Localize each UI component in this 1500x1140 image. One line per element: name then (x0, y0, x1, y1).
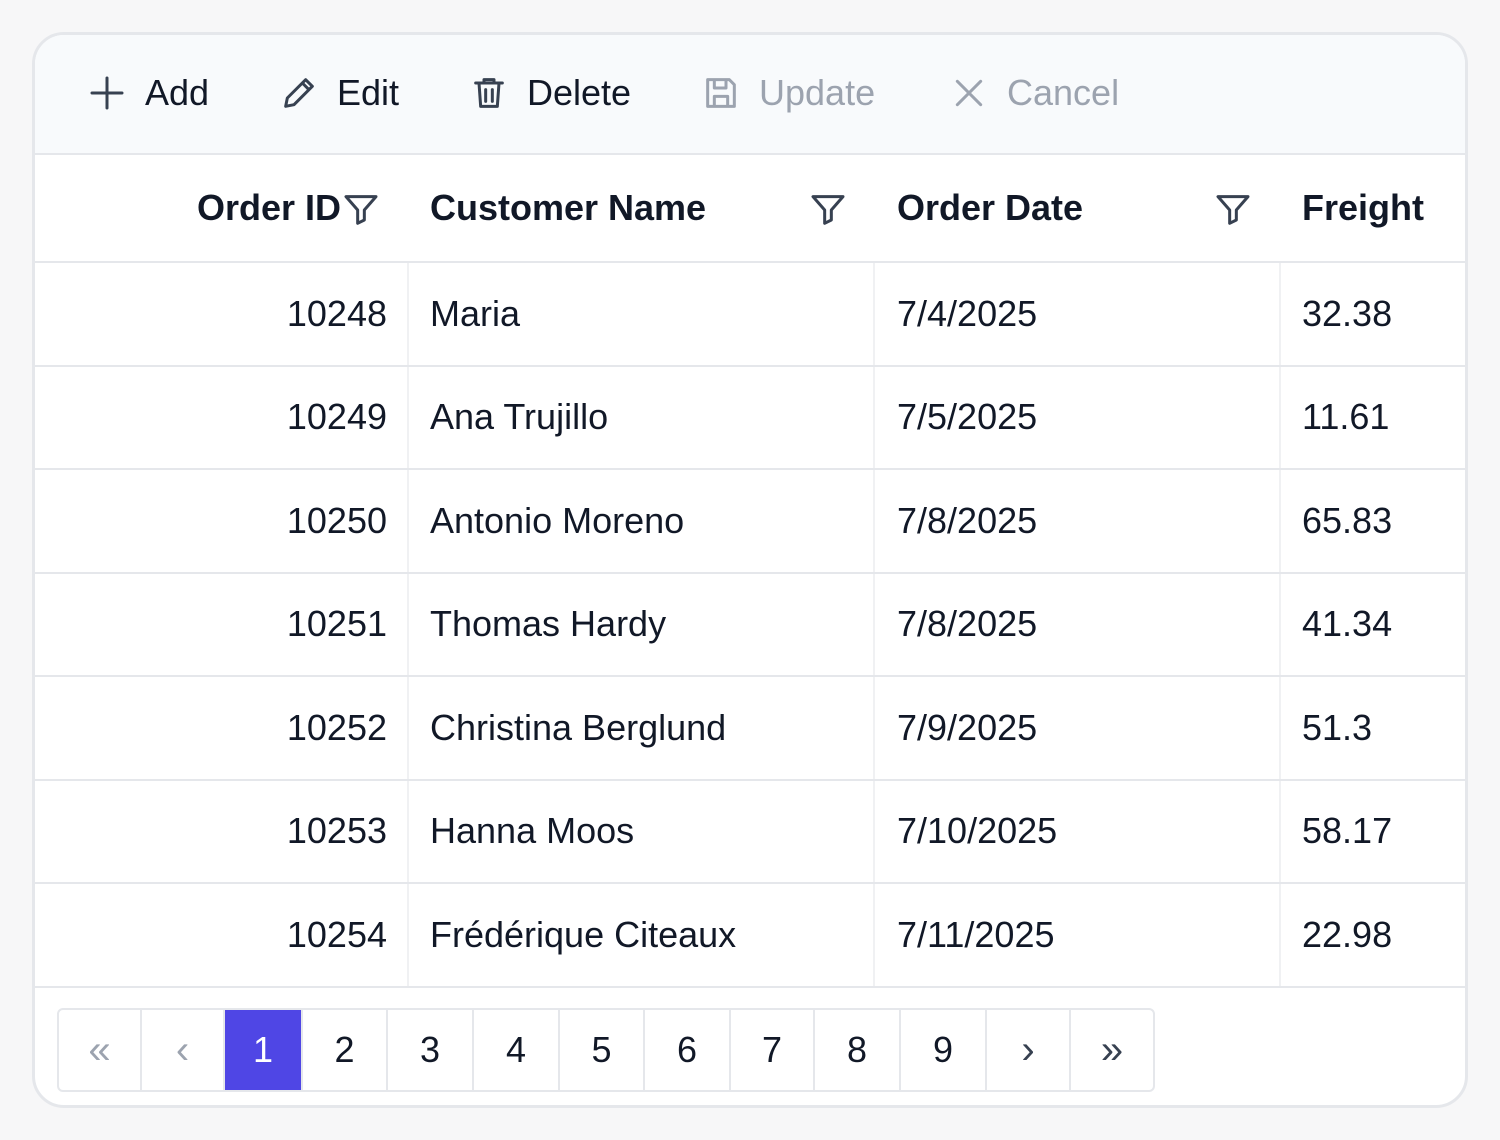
column-divider (1279, 884, 1281, 986)
column-divider (873, 780, 875, 882)
cell-order-id: 10252 (286, 706, 387, 748)
next-page-button[interactable]: › (987, 1010, 1071, 1090)
column-divider (873, 470, 875, 572)
cell-order-date: 7/9/2025 (897, 706, 1038, 748)
page-button[interactable]: 2 (303, 1010, 388, 1090)
col-header-customer-name[interactable]: Customer Name (430, 187, 707, 228)
cancel-label: Cancel (1007, 72, 1120, 113)
cell-order-date: 7/4/2025 (897, 292, 1038, 334)
cell-order-date: 7/10/2025 (897, 810, 1058, 852)
column-divider (407, 470, 409, 572)
col-header-freight[interactable]: Freight (1302, 187, 1424, 228)
column-divider (1279, 573, 1281, 675)
data-grid-card: Add Edit Delete Update Cancel Order ID C… (32, 32, 1468, 1108)
page-button[interactable]: 9 (901, 1010, 987, 1090)
filter-icon[interactable] (808, 190, 848, 230)
table-row[interactable]: 10254 Frédérique Citeaux 7/11/2025 22.98 (35, 884, 1465, 988)
table-row[interactable]: 10248 Maria 7/4/2025 32.38 (35, 263, 1465, 367)
cancel-button[interactable]: Cancel (949, 65, 1119, 121)
trash-icon (474, 78, 504, 108)
close-icon (955, 79, 983, 107)
column-divider (873, 263, 875, 365)
col-header-order-date[interactable]: Order Date (897, 187, 1084, 228)
table-row[interactable]: 10252 Christina Berglund 7/9/2025 51.3 (35, 677, 1465, 781)
column-divider (873, 677, 875, 779)
column-divider (873, 884, 875, 986)
column-divider (407, 780, 409, 882)
filter-icon[interactable] (1213, 190, 1253, 230)
update-label: Update (759, 72, 876, 113)
grid-toolbar: Add Edit Delete Update Cancel (35, 35, 1465, 155)
update-button[interactable]: Update (701, 65, 875, 121)
cell-customer-name: Antonio Moreno (430, 499, 685, 541)
filter-icon[interactable] (341, 190, 381, 230)
table-row[interactable]: 10249 Ana Trujillo 7/5/2025 11.61 (35, 366, 1465, 470)
column-divider (407, 677, 409, 779)
page-button[interactable]: 5 (560, 1010, 645, 1090)
cell-customer-name: Hanna Moos (430, 810, 635, 852)
table-row[interactable]: 10250 Antonio Moreno 7/8/2025 65.83 (35, 470, 1465, 574)
cell-freight: 51.3 (1302, 706, 1373, 748)
add-label: Add (145, 72, 210, 113)
cell-freight: 41.34 (1302, 603, 1393, 645)
prev-page-button[interactable]: ‹ (142, 1010, 225, 1090)
column-divider (407, 263, 409, 365)
cell-freight: 11.61 (1302, 396, 1390, 438)
page-button[interactable]: 4 (474, 1010, 560, 1090)
save-icon (706, 78, 736, 108)
cell-customer-name: Ana Trujillo (430, 396, 609, 438)
last-page-button[interactable]: » (1100, 1027, 1124, 1072)
edit-button[interactable]: Edit (279, 65, 399, 121)
cell-freight: 58.17 (1302, 810, 1393, 852)
cell-order-id: 10251 (286, 603, 387, 645)
cell-customer-name: Maria (430, 292, 521, 334)
column-divider (407, 884, 409, 986)
delete-label: Delete (527, 72, 632, 113)
cell-order-id: 10250 (286, 499, 387, 541)
column-divider (1279, 470, 1281, 572)
cell-customer-name: Christina Berglund (430, 706, 727, 748)
cell-customer-name: Thomas Hardy (430, 603, 667, 645)
cell-order-date: 7/5/2025 (897, 396, 1038, 438)
table-row[interactable]: 10253 Hanna Moos 7/10/2025 58.17 (35, 780, 1465, 884)
column-divider (1279, 677, 1281, 779)
page-button[interactable]: 3 (388, 1010, 474, 1090)
orders-grid: Order ID Customer Name Order Date Freigh… (35, 155, 1465, 988)
column-divider (1279, 366, 1281, 468)
plus-icon (90, 76, 124, 110)
delete-button[interactable]: Delete (469, 65, 631, 121)
grid-header: Order ID Customer Name Order Date Freigh… (35, 155, 1465, 263)
pencil-icon (284, 78, 314, 108)
cell-order-date: 7/8/2025 (897, 603, 1038, 645)
page-button[interactable]: 6 (645, 1010, 731, 1090)
column-divider (1279, 263, 1281, 365)
page-button[interactable]: 7 (731, 1010, 815, 1090)
column-divider (407, 366, 409, 468)
page-button[interactable]: 1 (225, 1010, 303, 1090)
cell-order-id: 10248 (286, 292, 387, 334)
pager: « ‹ 1 2 3 4 5 6 7 8 9 › » (57, 1008, 1155, 1092)
column-divider (873, 573, 875, 675)
column-divider (1279, 780, 1281, 882)
edit-label: Edit (337, 72, 400, 113)
page-button[interactable]: 8 (815, 1010, 901, 1090)
column-divider (873, 366, 875, 468)
cell-freight: 65.83 (1302, 499, 1393, 541)
column-divider (407, 573, 409, 675)
cell-order-id: 10254 (286, 913, 387, 955)
cell-order-date: 7/11/2025 (897, 913, 1055, 955)
cell-order-id: 10253 (286, 810, 387, 852)
cell-order-date: 7/8/2025 (897, 499, 1038, 541)
first-page-button[interactable]: « (59, 1010, 142, 1090)
col-header-order-id[interactable]: Order ID (196, 187, 341, 228)
cell-freight: 22.98 (1302, 913, 1393, 955)
cell-order-id: 10249 (286, 396, 387, 438)
table-row[interactable]: 10251 Thomas Hardy 7/8/2025 41.34 (35, 573, 1465, 677)
cell-freight: 32.38 (1302, 292, 1393, 334)
cell-customer-name: Frédérique Citeaux (430, 913, 737, 955)
add-button[interactable]: Add (87, 65, 209, 121)
